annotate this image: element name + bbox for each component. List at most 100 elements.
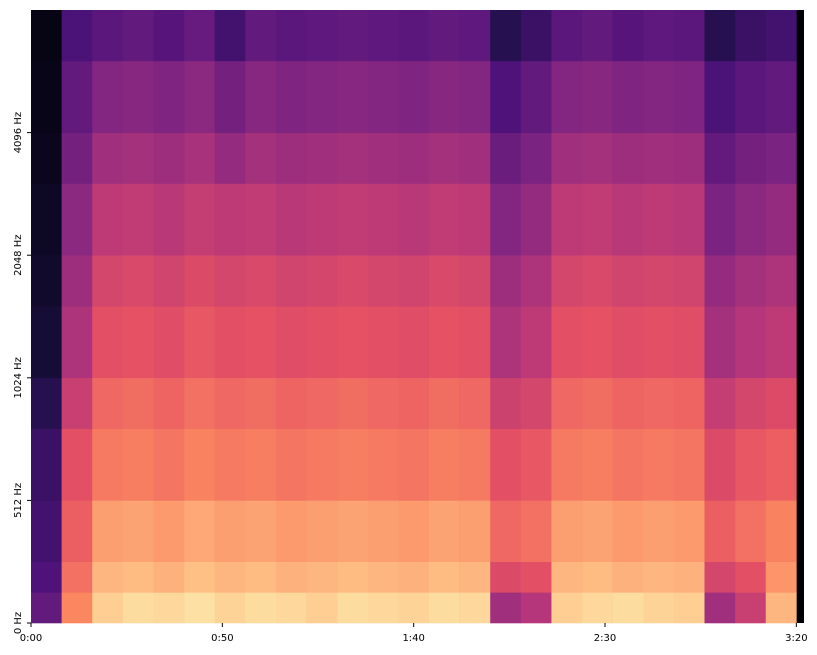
spectrogram-cell xyxy=(367,306,399,379)
spectrogram-cell xyxy=(582,132,613,184)
spectrogram-cell xyxy=(337,132,369,184)
spectrogram-cell xyxy=(275,428,307,501)
spectrogram-cell xyxy=(704,60,736,133)
spectrogram-cell xyxy=(612,60,644,133)
spectrogram-cell xyxy=(428,183,460,256)
spectrogram-cell xyxy=(31,377,62,429)
spectrogram-cell xyxy=(673,132,705,184)
spectrogram-cell xyxy=(612,255,644,307)
spectrogram-cell xyxy=(673,306,705,379)
spectrogram-cell xyxy=(92,561,124,593)
spectrogram-cell xyxy=(61,500,93,562)
spectrogram-cell xyxy=(184,428,215,501)
spectrogram-cell xyxy=(612,561,644,593)
spectrogram-cell xyxy=(153,60,185,133)
spectrogram-cell xyxy=(337,561,369,593)
spectrogram-cell xyxy=(582,255,613,307)
spectrogram-cell xyxy=(765,10,797,62)
spectrogram-cell xyxy=(459,132,491,184)
spectrogram-cell xyxy=(31,60,62,133)
spectrogram-cell xyxy=(459,592,491,624)
spectrogram-cell xyxy=(490,60,522,133)
spectrogram-cell xyxy=(612,377,644,429)
spectrogram-cell xyxy=(337,306,369,379)
spectrogram-cell xyxy=(765,561,797,593)
spectrogram-cell xyxy=(184,132,215,184)
spectrogram-cell xyxy=(153,255,185,307)
spectrogram-cell xyxy=(704,500,736,562)
spectrogram-cell xyxy=(582,592,613,624)
spectrogram-cell xyxy=(459,306,491,379)
spectrogram-cell xyxy=(428,60,460,133)
spectrogram-cell xyxy=(245,10,277,62)
spectrogram-cell xyxy=(643,10,675,62)
spectrogram-cell xyxy=(367,428,399,501)
spectrogram-cell xyxy=(428,10,460,62)
spectrogram-cell xyxy=(520,60,552,133)
spectrogram-cell xyxy=(275,10,307,62)
spectrogram-cell xyxy=(735,428,767,501)
spectrogram-cell xyxy=(367,10,399,62)
spectrogram-cell xyxy=(306,60,338,133)
spectrogram-cell xyxy=(337,428,369,501)
spectrogram-cell xyxy=(520,428,552,501)
spectrogram-cell xyxy=(490,306,522,379)
spectrogram-cell xyxy=(428,255,460,307)
spectrogram-cell xyxy=(551,10,583,62)
x-tick-label: 1:40 xyxy=(402,633,424,644)
spectrogram-cell xyxy=(306,500,338,562)
spectrogram-cell xyxy=(306,377,338,429)
y-tick-label: 1024 Hz xyxy=(13,357,24,398)
spectrogram-cell xyxy=(61,428,93,501)
spectrogram-cell xyxy=(551,183,583,256)
spectrogram-cell xyxy=(122,592,154,624)
spectrogram-cell xyxy=(275,132,307,184)
spectrogram-cell xyxy=(428,132,460,184)
spectrogram-cell xyxy=(673,60,705,133)
spectrogram-cell xyxy=(765,132,797,184)
spectrogram-cell xyxy=(673,10,705,62)
spectrogram-cell xyxy=(337,183,369,256)
spectrogram-cell xyxy=(765,377,797,429)
spectrogram-cell xyxy=(367,132,399,184)
spectrogram-cell xyxy=(520,592,552,624)
spectrogram-cell xyxy=(520,132,552,184)
x-tick-label: 0:00 xyxy=(20,633,42,644)
spectrogram-cell xyxy=(582,60,613,133)
spectrogram-cell xyxy=(122,183,154,256)
spectrogram-cell xyxy=(275,60,307,133)
spectrogram-cell xyxy=(612,428,644,501)
spectrogram-cell xyxy=(31,592,62,624)
spectrogram-cell xyxy=(153,561,185,593)
spectrogram-cell xyxy=(643,428,675,501)
spectrogram-cell xyxy=(765,60,797,133)
spectrogram-cell xyxy=(612,500,644,562)
spectrogram-cell xyxy=(428,500,460,562)
spectrogram-cell xyxy=(490,500,522,562)
spectrogram-cell xyxy=(122,255,154,307)
spectrogram-cell xyxy=(122,561,154,593)
spectrogram-cell xyxy=(704,132,736,184)
spectrogram-cell xyxy=(520,561,552,593)
spectrogram-cell xyxy=(459,183,491,256)
spectrogram-cell xyxy=(245,592,277,624)
spectrogram-cell xyxy=(337,255,369,307)
spectrogram-cell xyxy=(551,306,583,379)
spectrogram-cell xyxy=(551,428,583,501)
spectrogram-cell xyxy=(275,377,307,429)
spectrogram-cell xyxy=(214,10,246,62)
spectrogram-cell xyxy=(551,255,583,307)
spectrogram-cell xyxy=(704,561,736,593)
spectrogram-cell xyxy=(184,561,215,593)
spectrogram-cell xyxy=(612,132,644,184)
spectrogram-cell xyxy=(398,377,430,429)
spectrogram-cell xyxy=(673,255,705,307)
spectrogram-cell xyxy=(398,592,430,624)
spectrogram-cell xyxy=(735,60,767,133)
spectrogram-cell xyxy=(459,428,491,501)
spectrogram-cell xyxy=(214,60,246,133)
spectrogram-cell xyxy=(673,183,705,256)
spectrogram-cell xyxy=(704,592,736,624)
spectrogram-cell xyxy=(122,132,154,184)
spectrogram-cell xyxy=(398,10,430,62)
